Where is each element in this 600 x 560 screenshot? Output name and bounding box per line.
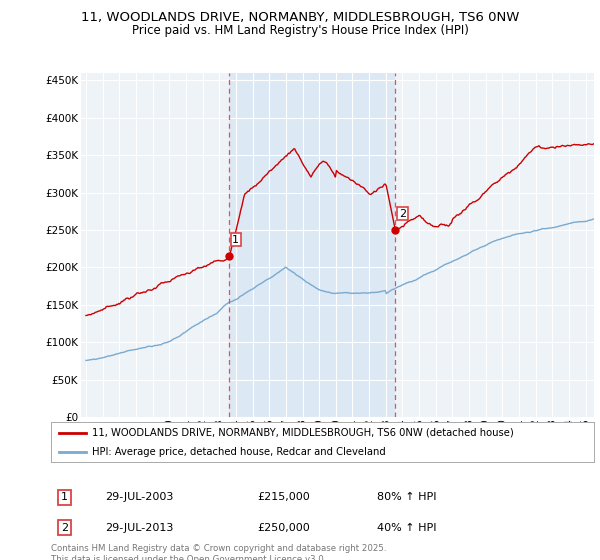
Text: 11, WOODLANDS DRIVE, NORMANBY, MIDDLESBROUGH, TS6 0NW: 11, WOODLANDS DRIVE, NORMANBY, MIDDLESBR… (81, 11, 519, 24)
Text: £215,000: £215,000 (257, 492, 310, 502)
Text: 1: 1 (61, 492, 68, 502)
Text: 1: 1 (232, 235, 239, 245)
Text: 80% ↑ HPI: 80% ↑ HPI (377, 492, 436, 502)
Bar (229, 73, 395, 417)
Text: 11, WOODLANDS DRIVE, NORMANBY, MIDDLESBROUGH, TS6 0NW (detached house): 11, WOODLANDS DRIVE, NORMANBY, MIDDLESBR… (92, 428, 514, 438)
Text: 2: 2 (399, 208, 406, 218)
Text: 29-JUL-2003: 29-JUL-2003 (106, 492, 173, 502)
Text: Price paid vs. HM Land Registry's House Price Index (HPI): Price paid vs. HM Land Registry's House … (131, 24, 469, 36)
Text: 29-JUL-2013: 29-JUL-2013 (106, 522, 173, 533)
Text: 40% ↑ HPI: 40% ↑ HPI (377, 522, 436, 533)
Text: 2: 2 (61, 522, 68, 533)
Text: Contains HM Land Registry data © Crown copyright and database right 2025.
This d: Contains HM Land Registry data © Crown c… (51, 544, 386, 560)
Text: £250,000: £250,000 (257, 522, 310, 533)
Text: HPI: Average price, detached house, Redcar and Cleveland: HPI: Average price, detached house, Redc… (92, 447, 385, 457)
